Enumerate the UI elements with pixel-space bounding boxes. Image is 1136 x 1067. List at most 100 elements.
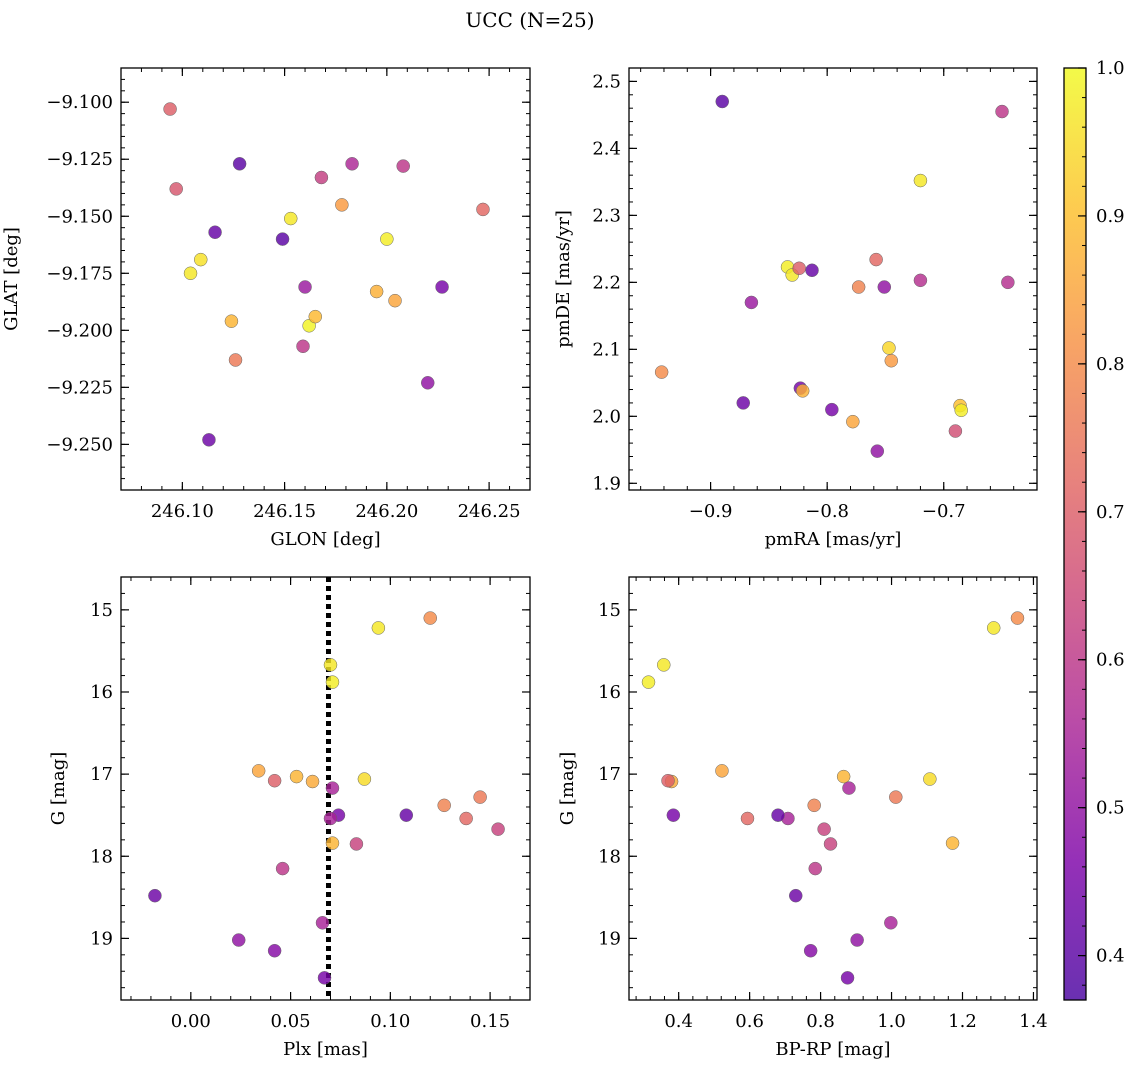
colorbar-tick-label: 0.7 bbox=[1096, 502, 1125, 523]
data-point bbox=[208, 225, 222, 239]
data-point bbox=[1010, 611, 1025, 625]
y-tick-label: 1.9 bbox=[592, 473, 621, 494]
y-tick-label: −9.100 bbox=[46, 92, 113, 113]
data-point bbox=[771, 808, 785, 822]
y-tick-label: 2.0 bbox=[592, 406, 621, 427]
data-point bbox=[314, 170, 329, 185]
y-tick-label: 2.4 bbox=[592, 138, 621, 159]
x-tick-label: 1.4 bbox=[1019, 1011, 1048, 1032]
data-point bbox=[298, 280, 312, 294]
data-point bbox=[491, 822, 505, 836]
x-tick-label: 246.10 bbox=[151, 501, 214, 522]
x-tick-label: 0.4 bbox=[664, 1011, 693, 1032]
data-point bbox=[305, 774, 320, 789]
data-point bbox=[836, 769, 851, 784]
data-point bbox=[349, 837, 364, 851]
y-tick-label: 15 bbox=[90, 600, 113, 621]
data-point bbox=[795, 384, 810, 398]
y-tick-label: −9.175 bbox=[46, 263, 113, 284]
data-point bbox=[913, 173, 928, 188]
data-point bbox=[923, 772, 937, 786]
y-axis-label: pmDE [mas/yr] bbox=[553, 210, 574, 348]
x-tick-label: 0.8 bbox=[806, 1011, 835, 1032]
data-point bbox=[308, 309, 323, 324]
data-point bbox=[169, 182, 183, 196]
x-tick-label: −0.9 bbox=[689, 501, 733, 522]
data-point bbox=[882, 341, 896, 355]
data-point bbox=[851, 280, 866, 294]
y-tick-label: 16 bbox=[90, 682, 113, 703]
colorbar: 0.4 0.5 0.6 0.7 0.8 0.9 1.0 bbox=[1063, 58, 1125, 1001]
data-point bbox=[954, 403, 968, 418]
data-point bbox=[380, 232, 394, 246]
panel-glon-glat: 246.10 246.15 246.20 246.25 −9.100 −9.125 −9.1… bbox=[1, 67, 531, 550]
data-point bbox=[986, 621, 1001, 635]
colorbar-frame bbox=[1063, 67, 1087, 1001]
data-point bbox=[850, 933, 864, 947]
y-tick-label: 16 bbox=[598, 682, 621, 703]
y-tick-label: −9.200 bbox=[46, 320, 113, 341]
x-tick-label: 0.6 bbox=[735, 1011, 764, 1032]
data-point bbox=[148, 888, 162, 903]
data-point bbox=[315, 916, 330, 930]
data-point bbox=[325, 675, 340, 689]
panel-pmra-pmde: −0.9 −0.8 −0.7 1.9 2.0 2.1 2.2 2.3 2.4 2.5 pmRA [m… bbox=[553, 67, 1038, 550]
data-point bbox=[476, 202, 490, 217]
data-point bbox=[296, 339, 310, 354]
data-point bbox=[807, 798, 821, 813]
data-point bbox=[884, 916, 898, 930]
x-axis-label: Plx [mas] bbox=[283, 1039, 368, 1060]
data-point bbox=[736, 396, 750, 410]
data-point bbox=[369, 284, 384, 299]
data-point bbox=[317, 971, 332, 985]
data-point bbox=[948, 424, 963, 438]
data-point bbox=[183, 266, 198, 281]
x-axis-label: pmRA [mas/yr] bbox=[765, 529, 902, 550]
data-point bbox=[945, 836, 960, 850]
data-point bbox=[275, 861, 290, 876]
x-tick-label: 0.05 bbox=[271, 1011, 311, 1032]
x-tick-label: −0.8 bbox=[805, 501, 849, 522]
axes-frame bbox=[120, 67, 531, 491]
data-point bbox=[666, 808, 681, 822]
x-tick-label: 246.15 bbox=[253, 501, 316, 522]
y-tick-label: 2.3 bbox=[592, 205, 621, 226]
x-axis-label: GLON [deg] bbox=[270, 529, 380, 550]
data-point bbox=[224, 314, 239, 328]
x-tick-label: −0.7 bbox=[922, 501, 966, 522]
panel-plx-g: 0.00 0.05 0.10 0.15 15 16 17 18 19 Plx [mas] G [ma… bbox=[48, 576, 531, 1060]
y-tick-label: 17 bbox=[598, 764, 621, 785]
y-tick-label: 2.2 bbox=[592, 272, 621, 293]
data-point bbox=[335, 198, 349, 212]
colorbar-tick-label: 1.0 bbox=[1096, 58, 1125, 79]
y-axis-label: G [mag] bbox=[48, 752, 69, 825]
data-point bbox=[388, 293, 402, 308]
y-tick-label: 18 bbox=[598, 846, 621, 867]
data-point bbox=[817, 822, 831, 836]
data-point bbox=[231, 933, 246, 947]
x-tick-label: 1.2 bbox=[948, 1011, 977, 1032]
y-tick-label: 2.1 bbox=[592, 339, 621, 360]
data-point bbox=[437, 798, 451, 813]
axes-frame bbox=[628, 67, 1038, 491]
data-point bbox=[283, 211, 298, 226]
x-axis-label: BP-RP [mag] bbox=[775, 1039, 890, 1060]
y-axis-label: G [mag] bbox=[557, 752, 578, 825]
data-point bbox=[345, 157, 359, 171]
colorbar-tick-label: 0.6 bbox=[1096, 650, 1125, 671]
data-point bbox=[399, 808, 414, 822]
data-point bbox=[846, 414, 860, 429]
data-point bbox=[641, 675, 656, 689]
axes-frame bbox=[628, 576, 1038, 1001]
data-point bbox=[884, 353, 899, 368]
panel-bprp-g: 0.4 0.6 0.8 1.0 1.2 1.4 15 16 17 18 19 BP-RP [mag] G… bbox=[557, 576, 1048, 1060]
y-tick-label: −9.225 bbox=[46, 377, 113, 398]
y-tick-label: 18 bbox=[90, 846, 113, 867]
data-point bbox=[803, 943, 818, 958]
data-point bbox=[788, 888, 803, 903]
data-point bbox=[228, 353, 243, 367]
data-point bbox=[715, 764, 729, 778]
data-point bbox=[275, 232, 290, 246]
data-point bbox=[396, 159, 410, 173]
y-tick-label: 17 bbox=[90, 764, 113, 785]
